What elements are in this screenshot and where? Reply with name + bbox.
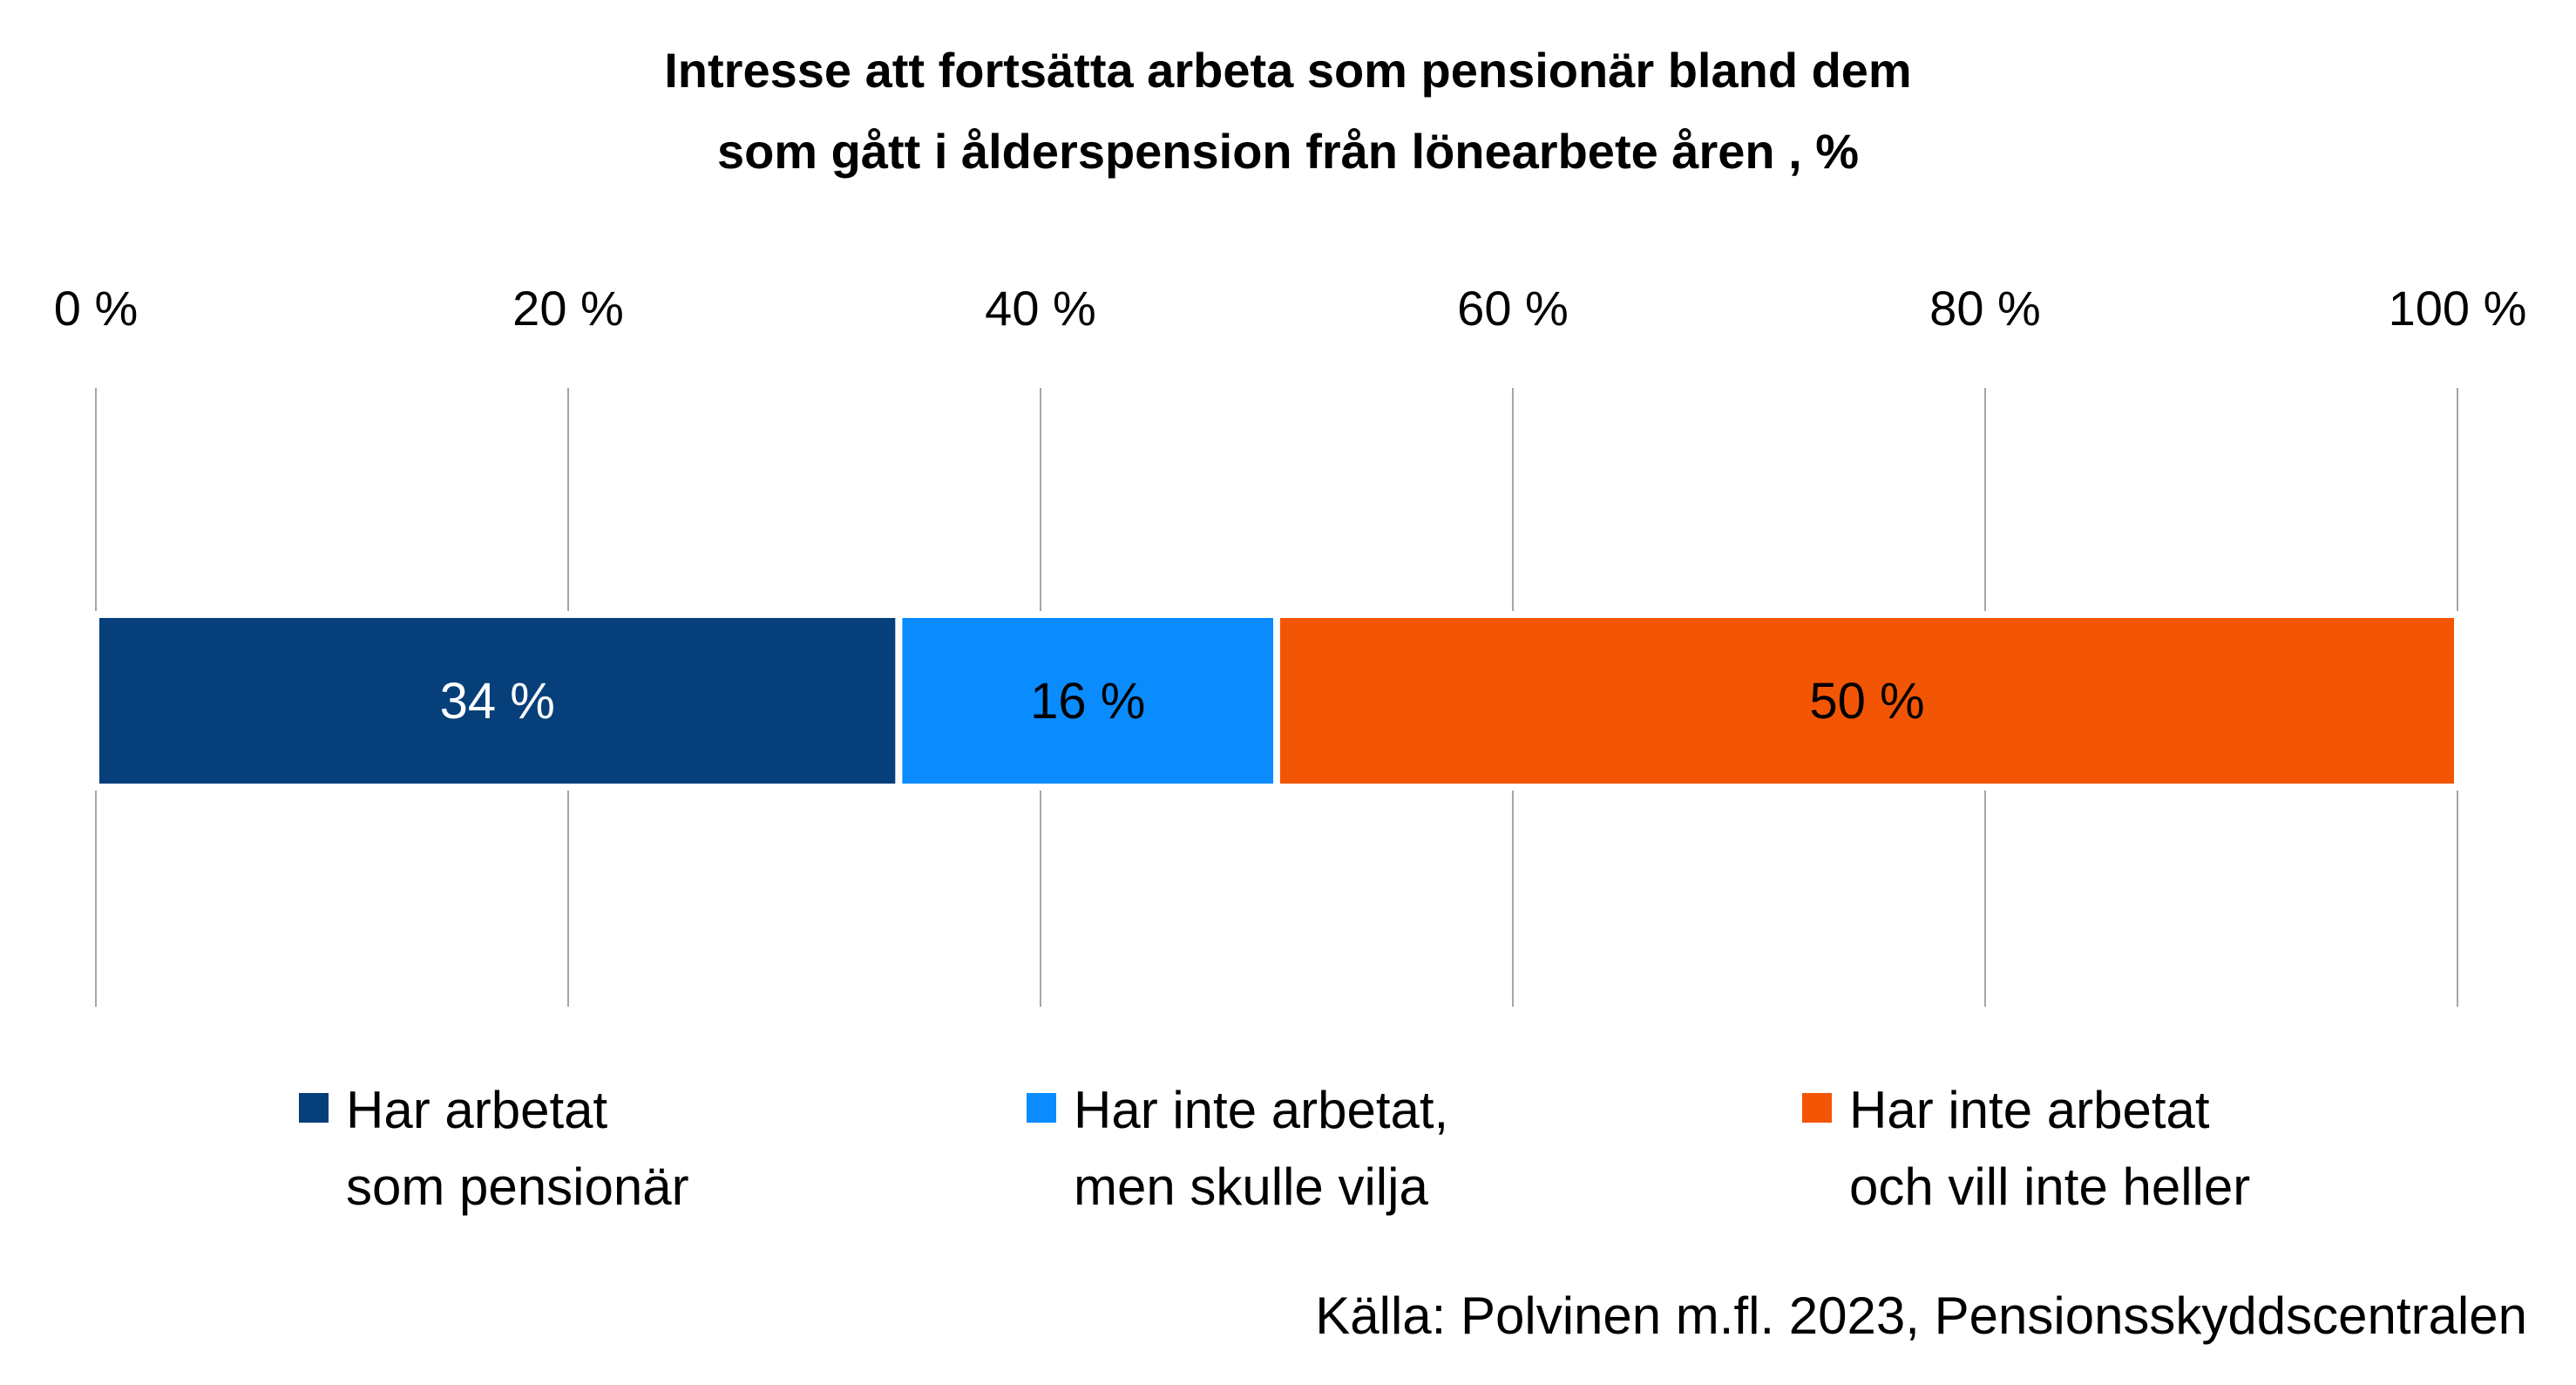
x-tick-label: 80 % [1929,281,2041,336]
bar-segments [92,611,2461,791]
bar-value-label: 50 % [1809,673,1924,730]
legend-label: som pensionär [346,1158,689,1216]
chart-title-line-1: Intresse att fortsätta arbeta som pensio… [664,43,1911,98]
x-tick-label: 20 % [512,281,624,336]
bar-data-labels: 34 % 16 % 50 % [440,673,1925,730]
chart-title-line-2: som gått i ålderspension från lönearbete… [717,124,1859,179]
legend: Har arbetat som pensionär Har inte arbetat… [299,1081,2250,1216]
x-tick-label: 60 % [1457,281,1569,336]
bar-value-label: 16 % [1030,673,1145,730]
x-tick-label: 40 % [985,281,1096,336]
x-tick-label: 100 % [2389,281,2527,336]
legend-swatch [1802,1093,1832,1123]
bar-segment [1273,611,2461,791]
bar-segment [92,611,903,791]
legend-label: och vill inte heller [1849,1158,2250,1216]
source-note: Källa: Polvinen m.fl. 2023, Pensionsskyd… [1315,1287,2527,1345]
legend-label: Har arbetat [346,1081,607,1139]
legend-swatch [1027,1093,1056,1123]
x-axis-tick-labels: 0 % 20 % 40 % 60 % 80 % 100 % [54,281,2527,336]
bar-value-label: 34 % [440,673,555,730]
legend-swatch [299,1093,329,1123]
legend-label: Har inte arbetat [1849,1081,2210,1139]
legend-label: Har inte arbetat, [1074,1081,1448,1139]
x-tick-label: 0 % [54,281,139,336]
legend-label: men skulle vilja [1074,1158,1428,1216]
